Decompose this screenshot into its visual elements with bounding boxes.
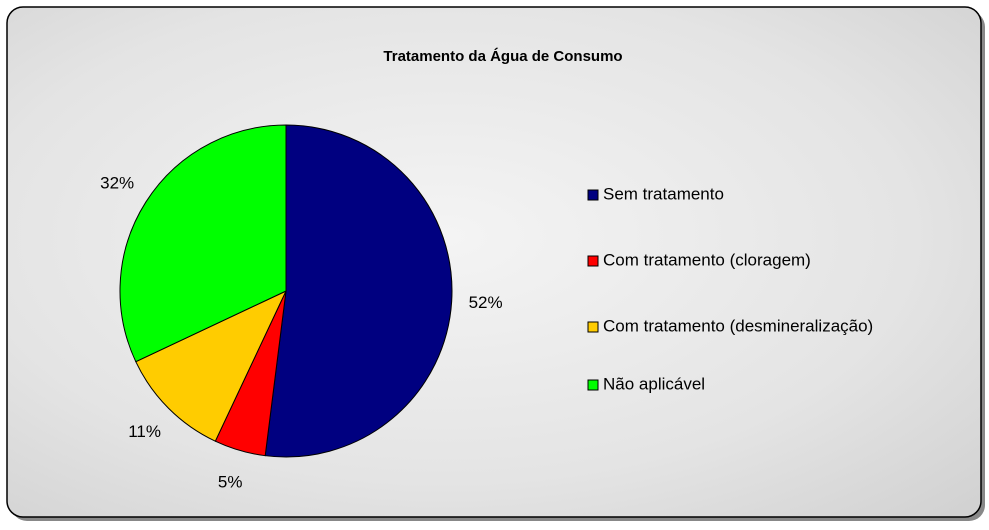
legend-label: Não aplicável bbox=[603, 374, 705, 393]
chart-title: Tratamento da Água de Consumo bbox=[383, 48, 622, 65]
data-label: 52% bbox=[469, 293, 503, 312]
pie-slice bbox=[135, 289, 288, 442]
legend-swatch bbox=[587, 255, 599, 267]
legend-swatch bbox=[587, 321, 599, 333]
data-label: 32% bbox=[100, 173, 134, 192]
pie-slice bbox=[119, 124, 287, 363]
legend-label: Com tratamento (desmineralização) bbox=[603, 316, 873, 335]
data-label: 11% bbox=[128, 422, 161, 441]
legend-swatch bbox=[587, 189, 599, 201]
legend-swatch bbox=[587, 379, 599, 391]
pie-slice bbox=[264, 124, 453, 458]
legend-label: Com tratamento (cloragem) bbox=[603, 250, 811, 269]
legend-label: Sem tratamento bbox=[603, 184, 724, 203]
data-label: 5% bbox=[218, 473, 243, 492]
